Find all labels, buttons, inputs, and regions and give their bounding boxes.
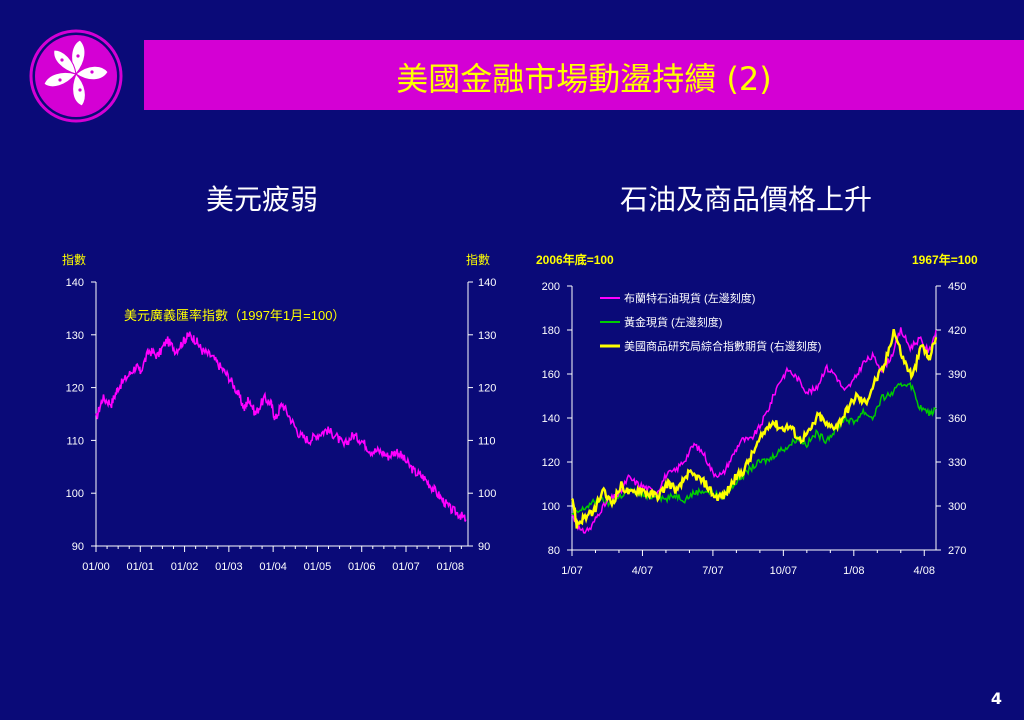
y-tick-label-left: 180 (542, 325, 560, 337)
legend: 布蘭特石油現貨 (左邊刻度) 黃金現貨 (左邊刻度) 美國商品研究局綜合指數期貨 (… (600, 291, 821, 353)
legend-label: 美國商品研究局綜合指數期貨 (右邊刻度) (624, 339, 821, 353)
x-tick-label: 01/06 (348, 561, 376, 573)
y-tick-label-left: 100 (542, 501, 560, 513)
x-tick-label: 1/08 (843, 565, 864, 577)
left-chart-subtitle: 美元疲弱 (206, 183, 319, 216)
x-tick-label: 01/03 (215, 561, 243, 573)
y-tick-label-left: 140 (542, 413, 560, 425)
x-tick-label: 7/07 (702, 565, 723, 577)
y-tick-label-right: 110 (478, 435, 496, 447)
y-tick-label-right: 100 (478, 488, 496, 500)
y-tick-label-right: 300 (948, 501, 966, 513)
y-tick-label-right: 130 (478, 330, 496, 342)
y-tick-label-left: 100 (66, 488, 84, 500)
y-tick-label-left: 160 (542, 369, 560, 381)
x-tick-label: 01/04 (259, 561, 287, 573)
legend-label: 黃金現貨 (左邊刻度) (624, 315, 722, 329)
x-tick-label: 01/02 (171, 561, 199, 573)
y-tick-label-left: 140 (66, 277, 84, 289)
series-annotation: 美元廣義匯率指數（1997年1月=100） (124, 308, 345, 323)
y-tick-label-right: 390 (948, 369, 966, 381)
page-title: 美國金融市場動盪持續 (2) (396, 60, 772, 98)
y-tick-label-left: 130 (66, 330, 84, 342)
x-tick-label: 01/05 (304, 561, 332, 573)
x-tick-label: 10/07 (770, 565, 798, 577)
page-number: 4 (990, 689, 1002, 708)
right-chart-axes: 80 100 120 140 160 180 200 270 300 330 360 390 420 45… (542, 281, 967, 577)
y-tick-label-right: 420 (948, 325, 966, 337)
x-tick-label: 01/08 (437, 561, 465, 573)
x-tick-label: 01/00 (82, 561, 110, 573)
bauhinia-logo-icon (29, 29, 123, 123)
y-tick-label-right: 90 (478, 541, 490, 553)
left-y-axis-label: 指數 (62, 252, 86, 267)
y-tick-label-left: 90 (72, 541, 84, 553)
x-tick-label: 1/07 (561, 565, 582, 577)
left-y-axis-label: 2006年底=100 (536, 252, 614, 267)
x-tick-label: 4/08 (914, 565, 935, 577)
y-tick-label-left: 120 (542, 457, 560, 469)
x-tick-label: 01/01 (127, 561, 155, 573)
y-tick-label-left: 80 (548, 545, 560, 557)
right-y-axis-label: 1967年=100 (912, 252, 978, 267)
legend-label: 布蘭特石油現貨 (左邊刻度) (624, 291, 755, 305)
brent-oil-line (571, 327, 937, 534)
y-tick-label-right: 450 (948, 281, 966, 293)
usd-index-line (95, 331, 467, 522)
y-tick-label-left: 120 (66, 383, 84, 395)
crb-index-line (570, 328, 938, 529)
y-tick-label-right: 360 (948, 413, 966, 425)
title-bar: 美國金融市場動盪持續 (2) (144, 40, 1024, 110)
y-tick-label-right: 330 (948, 457, 966, 469)
y-tick-label-left: 200 (542, 281, 560, 293)
y-tick-label-right: 270 (948, 545, 966, 557)
x-tick-label: 01/07 (392, 561, 420, 573)
y-tick-label-left: 110 (66, 435, 84, 447)
y-tick-label-right: 140 (478, 277, 496, 289)
left-chart-axes: 90 90 100 100 110 110 120 120 130 130 140 140 01/00 0… (66, 277, 497, 573)
right-chart-subtitle: 石油及商品價格上升 (620, 183, 873, 216)
x-tick-label: 4/07 (632, 565, 653, 577)
right-y-axis-label: 指數 (466, 252, 490, 267)
usd-index-chart: 90 90 100 100 110 110 120 120 130 130 140 140 01/00 0… (62, 252, 497, 573)
commodity-price-chart: 80 100 120 140 160 180 200 270 300 330 360 390 420 45… (536, 252, 978, 577)
y-tick-label-right: 120 (478, 383, 496, 395)
